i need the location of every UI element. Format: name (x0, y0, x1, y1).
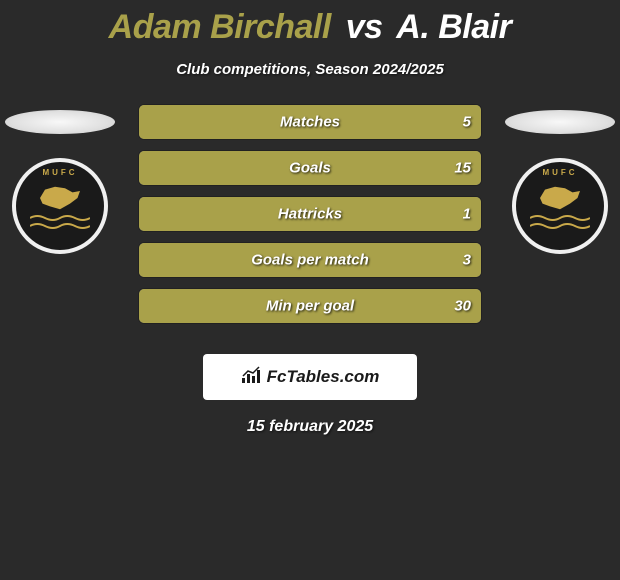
player1-club-badge: MUFC (12, 158, 108, 254)
vs-label: vs (346, 8, 383, 46)
stat-row: Matches 5 (138, 104, 482, 140)
player1-avatar-zone: MUFC (0, 110, 120, 254)
stat-row: Min per goal 30 (138, 288, 482, 324)
brand-text: FcTables.com (267, 367, 380, 387)
badge-text-top: MUFC (542, 168, 577, 177)
badge-waves-icon (530, 214, 590, 230)
stat-value-right: 15 (454, 160, 471, 177)
stat-label: Hattricks (278, 206, 342, 223)
stat-value-right: 3 (463, 252, 471, 269)
stat-label: Matches (280, 114, 340, 131)
brand-box: FcTables.com (203, 354, 417, 400)
badge-text-top: MUFC (42, 168, 77, 177)
badge-lion-icon (535, 184, 585, 212)
stat-value-right: 1 (463, 206, 471, 223)
player2-placeholder-oval (505, 110, 615, 134)
player2-club-badge: MUFC (512, 158, 608, 254)
subtitle: Club competitions, Season 2024/2025 (0, 61, 620, 78)
player2-name: A. Blair (396, 8, 511, 46)
comparison-panel: MUFC MUFC (0, 110, 620, 340)
stats-bars: Matches 5 Goals 15 Hattricks 1 Goals per match… (138, 104, 482, 334)
stat-label: Goals per match (251, 252, 369, 269)
stat-label: Min per goal (266, 298, 354, 315)
player1-name: Adam Birchall (109, 8, 331, 46)
infographic-root: Adam Birchall vs A. Blair Club competiti… (0, 0, 620, 580)
footer-date: 15 february 2025 (0, 418, 620, 436)
comparison-title: Adam Birchall vs A. Blair (0, 0, 620, 47)
player1-placeholder-oval (5, 110, 115, 134)
stat-value-right: 30 (454, 298, 471, 315)
stat-row: Goals 15 (138, 150, 482, 186)
player2-avatar-zone: MUFC (500, 110, 620, 254)
brand-chart-icon (241, 366, 263, 389)
stat-value-right: 5 (463, 114, 471, 131)
badge-waves-icon (30, 214, 90, 230)
stat-row: Hattricks 1 (138, 196, 482, 232)
stat-label: Goals (289, 160, 331, 177)
badge-lion-icon (35, 184, 85, 212)
stat-row: Goals per match 3 (138, 242, 482, 278)
